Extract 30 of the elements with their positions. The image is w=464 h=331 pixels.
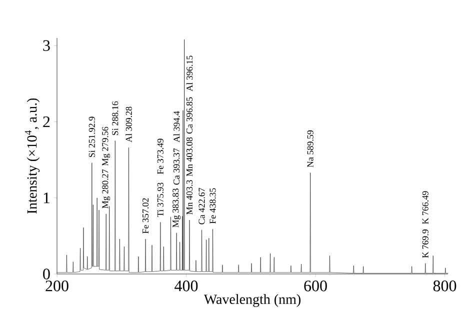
annotation: Si 251.92.9 (88, 116, 95, 158)
x-tick-label: 200 (46, 280, 68, 292)
x-tick-label: 400 (174, 280, 198, 292)
annotation: Ca 422.67 (198, 188, 205, 224)
y-tick-label: 1 (44, 192, 50, 204)
annotation: Mn 403.08 (186, 137, 193, 176)
annotation: Al 394.4 (173, 111, 180, 142)
annotation: Fe 373.49 (157, 138, 164, 174)
annotation: Mg 280.27 (102, 169, 110, 208)
annotation: Ti 375.93 (157, 182, 164, 217)
annotation: Si 288.16 (112, 101, 118, 135)
annotation: Al 309.28 (126, 106, 132, 142)
annotation: Mg 279.56 (102, 126, 110, 166)
annotation: Ca 396.85 (186, 97, 193, 134)
y-tick-label: 0 (43, 268, 50, 280)
annotation: Fe 438.35 (210, 188, 216, 224)
y-axis-title: Intensity (×10$^{4}$, a.u.) (24, 98, 40, 214)
annotation: Fe 357.02 (142, 198, 149, 234)
annotation: Mn 403.3 (186, 180, 193, 214)
annotation: Na 589.59 (307, 130, 314, 168)
y-tick-label: 2 (43, 116, 50, 128)
x-axis-title: Wavelength (nm) (204, 294, 300, 307)
annotation: K 766.49 (422, 191, 428, 224)
x-tick-label: 600 (304, 280, 327, 292)
annotation: K 769.9 (422, 230, 428, 258)
annotation: Al 396.15 (186, 56, 193, 92)
x-tick-label: 800 (433, 280, 456, 292)
annotation: Mg 383.83 (172, 188, 181, 228)
y-tick-label: 3 (43, 40, 50, 51)
annotation: Ca 393.37 (174, 148, 180, 185)
